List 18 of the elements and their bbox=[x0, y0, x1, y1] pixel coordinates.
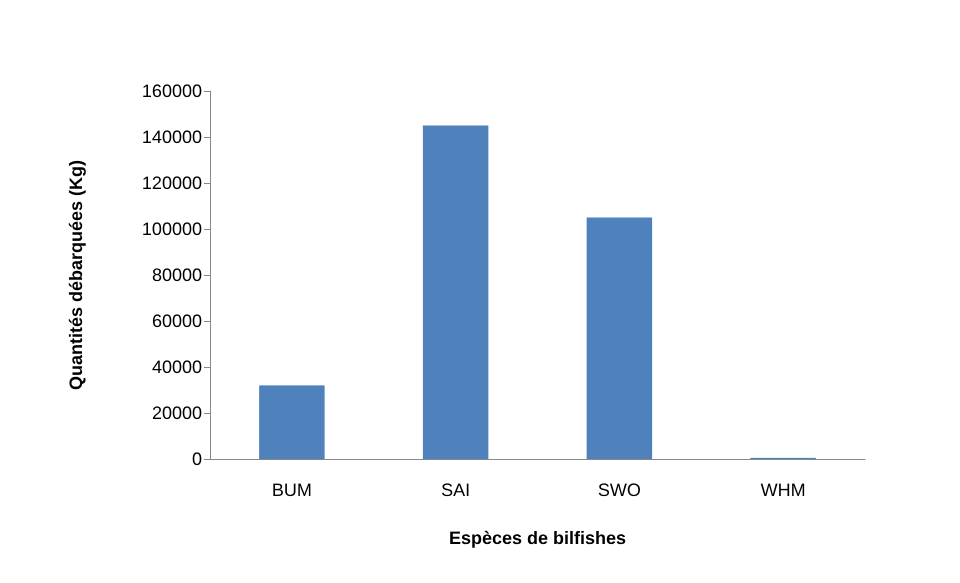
y-tick-label: 0 bbox=[192, 449, 202, 469]
x-tick-label: WHM bbox=[760, 480, 806, 500]
y-tick-label: 40000 bbox=[152, 357, 202, 377]
y-tick-label: 120000 bbox=[142, 173, 202, 193]
x-tick-label: SWO bbox=[598, 480, 641, 500]
y-tick-label: 60000 bbox=[152, 311, 202, 331]
bar bbox=[422, 126, 488, 459]
x-tick-label: SAI bbox=[441, 480, 470, 500]
bar bbox=[586, 218, 652, 459]
y-tick-label: 140000 bbox=[142, 127, 202, 147]
y-tick-label: 100000 bbox=[142, 219, 202, 239]
y-axis-title: Quantités débarquées (Kg) bbox=[66, 160, 86, 390]
y-tick-label: 80000 bbox=[152, 265, 202, 285]
x-tick-label: BUM bbox=[272, 480, 312, 500]
x-axis-title: Espèces de bilfishes bbox=[448, 528, 626, 548]
y-tick-label: 20000 bbox=[152, 403, 202, 423]
bar bbox=[259, 385, 325, 459]
y-tick-label: 160000 bbox=[142, 81, 202, 101]
